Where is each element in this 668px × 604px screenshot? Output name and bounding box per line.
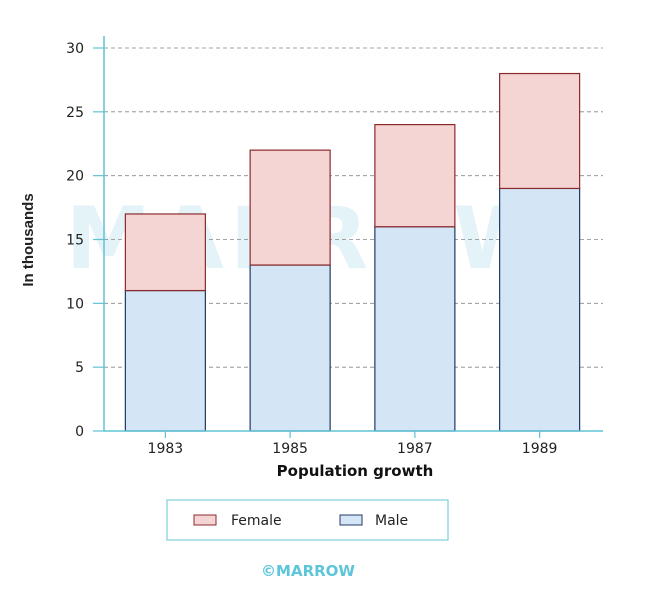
x-tick-label: 1987 <box>397 441 433 457</box>
y-tick-labels: 0 5 10 15 20 25 30 <box>66 41 104 440</box>
y-tick-label: 25 <box>66 105 84 121</box>
legend: Female Male <box>166 499 449 541</box>
bar-female-1983 <box>124 213 206 292</box>
y-tick-label: 15 <box>66 233 84 249</box>
bar-female-1987 <box>374 123 456 228</box>
bars <box>124 72 581 432</box>
x-axis-label: Population growth <box>277 462 434 480</box>
x-tick-label: 1983 <box>148 441 184 457</box>
y-tick-label: 30 <box>66 41 84 57</box>
y-tick-label: 5 <box>75 360 84 376</box>
axes <box>103 36 603 432</box>
y-tick-label: 0 <box>75 424 84 440</box>
bar-male-1987 <box>374 226 456 432</box>
x-tick-labels: 1983 1985 1987 1989 <box>148 431 558 457</box>
legend-box <box>166 499 449 541</box>
legend-label-male: Male <box>375 513 408 529</box>
bar-female-1989 <box>499 72 581 190</box>
bar-male-1985 <box>249 264 331 432</box>
legend-label-female: Female <box>231 513 282 529</box>
credit-mark: ©MARROW <box>261 562 355 580</box>
legend-swatch-female <box>193 514 217 526</box>
y-tick-label: 10 <box>66 296 84 312</box>
legend-swatch-male <box>339 514 363 526</box>
bar-male-1989 <box>499 187 581 432</box>
x-tick-label: 1989 <box>522 441 558 457</box>
bar-female-1985 <box>249 149 331 266</box>
bar-male-1983 <box>124 289 206 432</box>
y-tick-label: 20 <box>66 169 84 185</box>
x-tick-label: 1985 <box>272 441 308 457</box>
y-axis-label: In thousands <box>20 193 37 286</box>
